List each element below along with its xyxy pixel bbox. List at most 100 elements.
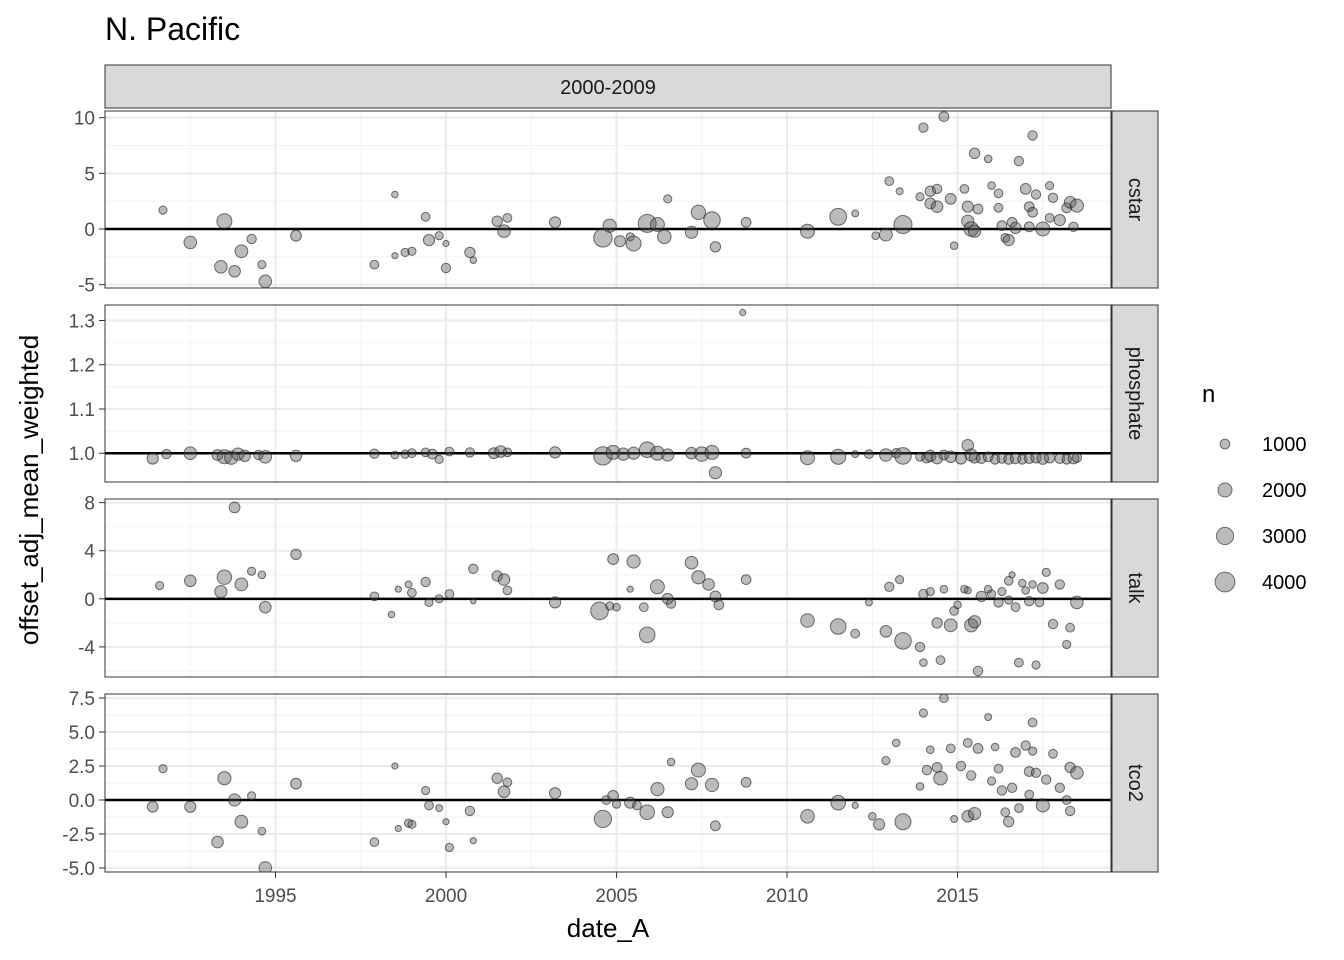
data-point xyxy=(893,215,913,234)
data-point xyxy=(800,809,815,824)
data-point xyxy=(1024,596,1035,607)
data-point xyxy=(708,466,723,480)
data-point xyxy=(1035,798,1050,813)
data-point xyxy=(740,574,752,585)
data-point xyxy=(1047,618,1059,630)
data-point xyxy=(800,450,815,466)
data-point xyxy=(1004,595,1014,605)
data-point xyxy=(944,193,957,205)
data-point xyxy=(420,576,431,588)
data-point xyxy=(605,601,615,611)
data-point xyxy=(939,584,949,594)
data-point xyxy=(469,837,477,845)
data-point xyxy=(155,581,165,591)
data-point xyxy=(427,448,438,460)
data-point xyxy=(1070,595,1084,610)
data-point xyxy=(915,782,925,791)
data-point xyxy=(1041,567,1051,578)
data-point xyxy=(881,756,891,766)
data-point xyxy=(919,658,928,667)
data-point xyxy=(369,591,380,602)
data-point xyxy=(964,618,979,633)
data-point xyxy=(962,738,973,748)
data-point xyxy=(593,228,613,248)
y-tick-label: 2.5 xyxy=(69,757,95,778)
x-tick-label: 2015 xyxy=(936,886,978,907)
legend-title: n xyxy=(1202,381,1215,408)
data-point xyxy=(968,147,981,160)
data-point xyxy=(613,235,627,248)
data-point xyxy=(216,569,233,585)
data-point xyxy=(950,815,959,823)
data-point xyxy=(420,211,431,222)
data-point xyxy=(1027,130,1038,141)
data-point xyxy=(289,449,303,462)
data-point xyxy=(830,794,847,811)
data-point xyxy=(649,217,665,232)
data-point xyxy=(879,625,893,638)
data-point xyxy=(949,241,959,250)
data-point xyxy=(663,194,673,204)
data-point xyxy=(871,231,881,240)
data-point xyxy=(996,785,1008,796)
legend-label: 4000 xyxy=(1262,572,1307,594)
data-point xyxy=(434,454,444,464)
legend-key-circle xyxy=(1214,571,1236,593)
data-point xyxy=(632,800,642,811)
data-point xyxy=(593,809,613,829)
data-point xyxy=(918,708,929,718)
chart-title: N. Pacific xyxy=(105,11,240,47)
data-point xyxy=(549,596,562,609)
data-point xyxy=(391,252,399,260)
data-point xyxy=(1070,766,1084,780)
data-point xyxy=(945,743,956,754)
data-point xyxy=(1065,622,1075,633)
data-point xyxy=(1020,740,1031,751)
data-point xyxy=(211,835,224,849)
data-point xyxy=(850,628,861,639)
data-point xyxy=(650,782,665,797)
data-point xyxy=(612,602,621,612)
data-point xyxy=(394,824,402,833)
row-strip xyxy=(1111,498,1159,678)
x-tick-label: 2005 xyxy=(595,886,637,907)
y-tick-label: 0.0 xyxy=(69,791,95,812)
data-point xyxy=(290,229,302,242)
y-tick-label: 7.5 xyxy=(69,689,95,710)
data-point xyxy=(234,577,249,592)
data-point xyxy=(703,211,721,229)
data-point xyxy=(590,601,609,621)
y-tick-label: 10 xyxy=(74,109,95,130)
data-point xyxy=(394,585,402,593)
data-point xyxy=(690,762,706,778)
data-point xyxy=(873,818,886,831)
data-point xyxy=(231,447,245,461)
data-point xyxy=(666,757,676,767)
data-point xyxy=(442,818,450,826)
data-point xyxy=(931,183,943,195)
data-point xyxy=(953,600,962,610)
data-point xyxy=(1010,747,1021,758)
x-tick-label: 1995 xyxy=(254,886,296,907)
data-point xyxy=(1035,221,1051,237)
data-point xyxy=(939,694,949,703)
data-point xyxy=(800,223,815,239)
data-point xyxy=(895,187,904,196)
legend-key-background xyxy=(1203,560,1247,604)
data-point xyxy=(257,570,267,580)
data-point xyxy=(915,192,925,202)
data-point xyxy=(549,446,562,459)
data-point xyxy=(234,814,249,829)
data-point xyxy=(1009,221,1022,234)
legend-key-background xyxy=(1203,514,1247,558)
data-point xyxy=(1063,196,1077,209)
data-point xyxy=(1019,183,1032,195)
data-point xyxy=(879,227,893,242)
data-point xyxy=(639,804,656,821)
data-point xyxy=(709,241,722,253)
x-axis: 1995 2000 2005 2010 2015 xyxy=(254,872,979,907)
data-point xyxy=(184,574,197,588)
data-point xyxy=(391,190,399,199)
data-point xyxy=(468,563,479,574)
